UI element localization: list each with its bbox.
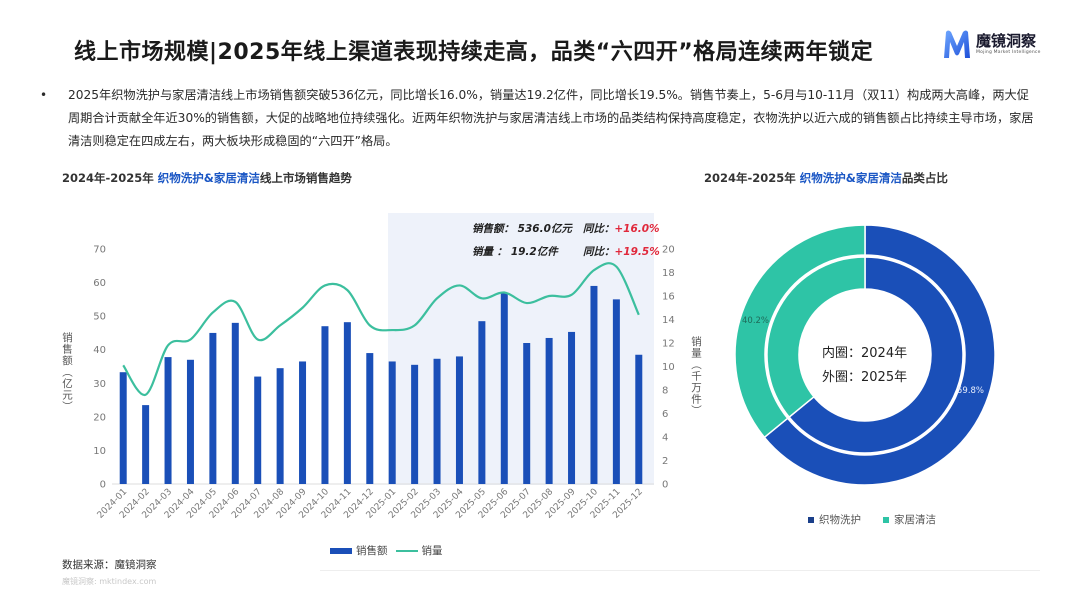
data-source: 数据来源：魔镜洞察 [62, 559, 157, 571]
bullet: • [40, 88, 48, 102]
share-title-suffix: 品类占比 [901, 171, 948, 185]
header: 线上市场规模|2025年线上渠道表现持续走高，品类“六四开”格局连续两年锁定 魔… [0, 0, 1080, 75]
kpi-sales-yoy: +16.0% [614, 223, 660, 235]
donut-center-label: 内圈：2024年 外圈：2025年 [822, 342, 907, 390]
kpi-sales: 销售额： 536.0亿元 同比：+16.0% [472, 221, 660, 236]
legend-fabric-care-label: 织物洗护 [819, 514, 861, 526]
trend-legend: 销售额 销量 [330, 543, 443, 558]
logo-subtitle: Mojing Market Intelligence [976, 50, 1041, 55]
legend-home-cleaning-label: 家居清洁 [894, 514, 936, 526]
kpi-sales-value: 536.0亿元 [517, 223, 572, 235]
trend-title-highlight: 织物洗护&家居清洁 [157, 171, 260, 185]
outer-ring-home-cleaning [734, 224, 866, 439]
kpi-volume-yoy-label: 同比： [583, 246, 615, 258]
share-title-highlight: 织物洗护&家居清洁 [799, 171, 902, 185]
page-title: 线上市场规模|2025年线上渠道表现持续走高，品类“六四开”格局连续两年锁定 [74, 40, 874, 65]
summary-text: 2025年织物洗护与家居清洁线上市场销售额突破536亿元，同比增长16.0%，销… [68, 88, 1034, 148]
trend-chart-title: 2024年-2025年 织物洗护&家居清洁线上市场销售趋势 [62, 170, 352, 186]
legend-line-swatch [395, 549, 418, 552]
share-chart-title: 2024年-2025年 织物洗护&家居清洁品类占比 [704, 170, 948, 186]
kpi-volume-label: 销量 ： [472, 246, 508, 258]
kpi-sales-yoy-label: 同比： [582, 223, 615, 235]
label-home-cleaning-pct: 40.2% [742, 316, 770, 326]
legend-home-cleaning: 家居清洁 [883, 512, 936, 527]
kpi-volume-value: 19.2亿件 [510, 246, 558, 258]
donut-outer-label: 外圈：2025年 [822, 370, 908, 385]
share-legend: 织物洗护 家居清洁 [808, 512, 936, 527]
watermark: 魔镜洞察: mktindex.com [62, 577, 157, 586]
kpi-volume-yoy-wrap: 同比：+19.5% [583, 244, 660, 259]
label-fabric-care-pct: 59.8% [957, 386, 985, 396]
donut-inner-label: 内圈：2024年 [822, 346, 908, 361]
outer-ring-fabric-care [763, 224, 996, 486]
trend-title-prefix: 2024年-2025年 [62, 171, 158, 185]
logo-name: 魔镜洞察 [976, 32, 1037, 50]
y-axis-right-title: 销量（千万件） [690, 336, 702, 417]
trend-title-suffix: 线上市场销售趋势 [259, 171, 352, 185]
y-axis-left-title: 销售额（亿元） [61, 332, 73, 413]
share-title-prefix: 2024年-2025年 [704, 171, 800, 185]
legend-line-label: 销量 [421, 545, 443, 557]
inner-ring-home-cleaning [766, 256, 866, 419]
footer-divider [320, 570, 1040, 571]
logo-m-icon [944, 30, 970, 58]
kpi-volume: 销量 ： 19.2亿件 [472, 244, 558, 259]
legend-fabric-care: 织物洗护 [808, 512, 861, 527]
inner-ring-fabric-care [788, 256, 964, 454]
logo: 魔镜洞察 Mojing Market Intelligence [942, 28, 1080, 60]
legend-home-cleaning-swatch [883, 516, 889, 523]
legend-bar-label: 销售额 [356, 545, 388, 557]
kpi-sales-label: 销售额： [472, 223, 514, 235]
legend-fabric-care-swatch [808, 516, 814, 523]
legend-bar-swatch [330, 547, 352, 554]
kpi-volume-yoy: +19.5% [614, 246, 660, 258]
summary-paragraph: • 2025年织物洗护与家居清洁线上市场销售额突破536亿元，同比增长16.0%… [40, 84, 1040, 153]
